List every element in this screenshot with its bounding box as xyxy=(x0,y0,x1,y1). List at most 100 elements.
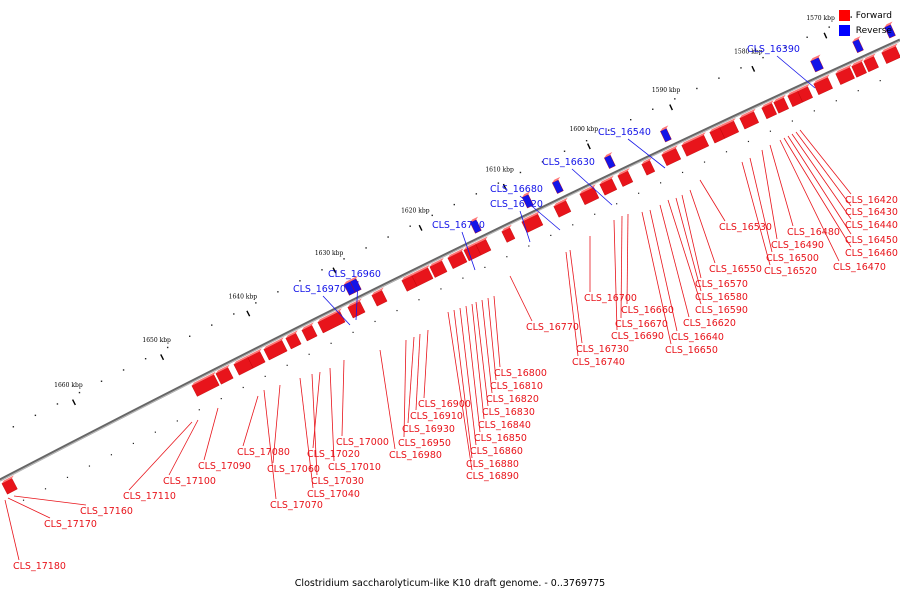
forward-gene-block xyxy=(617,170,634,187)
gene-label-forward: CLS_16430 xyxy=(845,207,898,218)
leader-line-forward xyxy=(168,419,199,476)
forward-gene-block-top xyxy=(599,175,614,185)
forward-gene-block-top xyxy=(641,157,652,165)
forward-gene-block xyxy=(739,111,760,130)
leader-line-forward xyxy=(779,139,840,262)
scale-dot xyxy=(652,108,654,110)
reverse-gene-block xyxy=(660,128,672,143)
gene-label-forward: CLS_16730 xyxy=(576,344,629,355)
forward-gene-block xyxy=(579,186,600,206)
forward-gene-block-top xyxy=(761,100,774,108)
leader-line-forward xyxy=(769,144,794,227)
scale-dot xyxy=(519,171,522,174)
gene-label-forward: CLS_16820 xyxy=(486,394,539,405)
leader-line-forward xyxy=(13,495,87,506)
forward-gene-block-top xyxy=(813,74,830,84)
leader-line-reverse xyxy=(776,55,816,89)
legend-reverse-label: Reverse xyxy=(855,25,892,36)
minor-dot xyxy=(22,499,25,501)
gene-label-forward: CLS_16810 xyxy=(490,381,543,392)
gene-label-forward: CLS_17110 xyxy=(123,491,176,502)
leader-line-forward xyxy=(641,211,672,345)
gene-label-forward: CLS_16660 xyxy=(621,305,674,316)
forward-gene-block-top xyxy=(247,348,262,358)
forward-gene-block-top xyxy=(617,168,630,176)
reverse-gene-block xyxy=(469,219,482,234)
gene-label-forward: CLS_16740 xyxy=(572,357,625,368)
forward-gene-block-top xyxy=(191,371,216,386)
forward-gene-block-top xyxy=(501,224,512,232)
leader-line-forward xyxy=(626,213,629,305)
scale-dot xyxy=(718,77,720,79)
gene-label-forward: CLS_17010 xyxy=(328,462,381,473)
forward-gene-block xyxy=(215,367,234,385)
forward-gene-block-top xyxy=(411,264,430,276)
minor-dot xyxy=(154,431,156,433)
gene-label-forward: CLS_16570 xyxy=(695,279,748,290)
forward-gene-block-top xyxy=(881,43,898,53)
forward-gene-block-top xyxy=(787,88,800,96)
tick-label: 1570 kbp xyxy=(806,15,835,22)
gene-label-forward: CLS_16980 xyxy=(389,450,442,461)
leader-line-forward xyxy=(699,179,726,222)
minor-dot xyxy=(396,309,398,312)
scale-dot xyxy=(850,16,852,18)
gene-label-forward: CLS_16890 xyxy=(466,471,519,482)
tick-mark xyxy=(160,354,165,361)
gene-label-forward: CLS_16880 xyxy=(466,459,519,470)
gene-label-forward: CLS_16640 xyxy=(671,332,724,343)
forward-gene-block-top xyxy=(475,236,488,245)
leader-line-forward xyxy=(415,333,421,411)
forward-gene-block-top xyxy=(347,298,362,308)
tick-label: 1590 kbp xyxy=(652,87,681,94)
leader-line-forward xyxy=(128,421,193,491)
reverse-gene-block-top xyxy=(552,176,561,183)
gene-label-forward: CLS_17030 xyxy=(311,476,364,487)
forward-gene-block-top xyxy=(681,132,706,146)
minor-dot xyxy=(132,442,134,445)
gene-label-forward: CLS_17040 xyxy=(307,489,360,500)
gene-label-forward: CLS_16550 xyxy=(709,264,762,275)
minor-dot xyxy=(747,140,750,143)
leader-line-forward xyxy=(403,339,407,438)
leader-line-forward xyxy=(791,133,852,220)
leader-line-forward xyxy=(613,219,618,331)
gene-label-forward: CLS_16930 xyxy=(402,424,455,435)
scale-dot xyxy=(585,139,588,142)
minor-dot xyxy=(242,386,244,389)
reverse-gene-block xyxy=(884,24,896,39)
reverse-gene-block-top xyxy=(852,36,861,42)
tick-label: 1600 kbp xyxy=(570,126,599,133)
leader-line-forward xyxy=(299,377,314,489)
minor-dot xyxy=(725,151,728,153)
minor-dot xyxy=(264,375,266,377)
forward-gene-block-top xyxy=(371,287,384,296)
tick-label: 1650 kbp xyxy=(142,337,171,344)
scale-dot xyxy=(122,369,125,371)
gene-label-reverse: CLS_16680 xyxy=(490,184,543,195)
gene-label-forward: CLS_16800 xyxy=(494,368,547,379)
leader-line-forward xyxy=(493,295,501,368)
gene-label-forward: CLS_16590 xyxy=(695,305,748,316)
leader-line-forward xyxy=(4,499,20,561)
gene-label-forward: CLS_17020 xyxy=(307,449,360,460)
scale-dot xyxy=(144,357,147,360)
gene-label-forward: CLS_16460 xyxy=(845,248,898,259)
forward-gene-block xyxy=(813,77,833,96)
minor-dot xyxy=(352,331,354,333)
minor-dot xyxy=(616,203,618,205)
leader-line-forward xyxy=(783,137,852,248)
leader-line-forward xyxy=(795,131,852,207)
leader-line-forward xyxy=(379,349,396,450)
gene-label-forward: CLS_16420 xyxy=(845,195,898,206)
forward-gene-block-top xyxy=(851,58,864,67)
forward-gene-block xyxy=(851,61,867,78)
forward-gene-block xyxy=(863,56,879,73)
leader-line-reverse xyxy=(519,195,561,231)
forward-gene-block-top xyxy=(401,272,414,281)
tick-label: 1660 kbp xyxy=(54,382,83,389)
gene-label-forward: CLS_16440 xyxy=(845,220,898,231)
leader-line-forward xyxy=(453,309,473,459)
gene-label-forward: CLS_16470 xyxy=(833,262,886,273)
forward-gene-block-top xyxy=(521,211,540,222)
